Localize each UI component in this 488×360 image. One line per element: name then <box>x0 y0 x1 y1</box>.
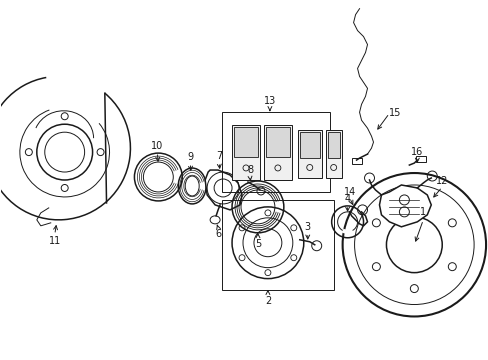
Text: 7: 7 <box>216 151 222 161</box>
Text: 13: 13 <box>263 96 275 106</box>
Text: 1: 1 <box>419 207 426 217</box>
Text: 6: 6 <box>215 229 221 239</box>
Bar <box>222 200 333 289</box>
Bar <box>297 130 321 178</box>
Bar <box>234 127 258 157</box>
Text: 14: 14 <box>343 187 355 197</box>
Text: 15: 15 <box>388 108 401 118</box>
Text: 10: 10 <box>151 141 163 151</box>
Bar <box>299 132 319 158</box>
Polygon shape <box>379 185 430 227</box>
Text: 8: 8 <box>246 165 252 175</box>
Bar <box>222 112 329 192</box>
Polygon shape <box>205 170 242 210</box>
Bar <box>264 125 291 180</box>
Text: 11: 11 <box>48 236 61 246</box>
Bar <box>232 125 260 180</box>
Circle shape <box>399 207 408 217</box>
Bar <box>415 156 426 162</box>
Text: 4: 4 <box>344 194 350 204</box>
Text: 12: 12 <box>435 176 447 186</box>
Bar <box>265 127 289 157</box>
Text: 3: 3 <box>304 222 310 232</box>
Bar <box>351 158 361 164</box>
Circle shape <box>399 195 408 205</box>
Text: 5: 5 <box>254 239 261 249</box>
Text: 9: 9 <box>187 152 193 162</box>
Text: 16: 16 <box>410 147 423 157</box>
Text: 2: 2 <box>264 296 270 306</box>
Bar <box>327 132 339 158</box>
Bar <box>325 130 341 178</box>
